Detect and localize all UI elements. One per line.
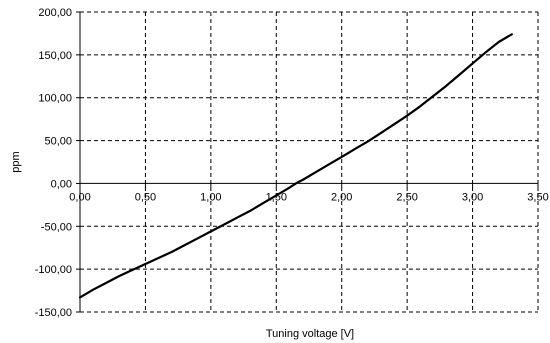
y-tick-label: -50,00 — [41, 221, 72, 233]
y-tick-label: 200,00 — [38, 7, 72, 19]
y-tick-label: 50,00 — [44, 136, 72, 148]
y-tick-label: 150,00 — [38, 50, 72, 62]
grid — [80, 11, 539, 313]
x-tick-label: 2,50 — [396, 191, 417, 203]
series-line — [78, 33, 513, 299]
x-tick-label: 1,50 — [266, 191, 287, 203]
x-tick-label: 3,50 — [527, 191, 548, 203]
x-tick-label: 1,00 — [200, 191, 221, 203]
x-tick-label: 3,00 — [462, 191, 483, 203]
y-tick-labels: -150,00 -100,00 -50,00 0,00 50,00 100,00 150,0… — [35, 7, 72, 319]
x-axis-label: Tuning voltage [V] — [266, 328, 354, 340]
series — [78, 33, 513, 299]
y-axis-label: ppm — [10, 151, 22, 172]
y-tick-label: 0,00 — [51, 178, 72, 190]
x-tick-labels: 0,00 0,50 1,00 1,50 2,00 2,50 3,00 3,50 — [69, 191, 548, 203]
x-tick-label: 2,00 — [331, 191, 352, 203]
x-tick-label: 0,00 — [69, 191, 90, 203]
y-tick-label: -150,00 — [35, 307, 72, 319]
x-tick-label: 0,50 — [135, 191, 156, 203]
y-tick-label: -100,00 — [35, 264, 72, 276]
axes — [76, 11, 539, 313]
y-tick-label: 100,00 — [38, 93, 72, 105]
